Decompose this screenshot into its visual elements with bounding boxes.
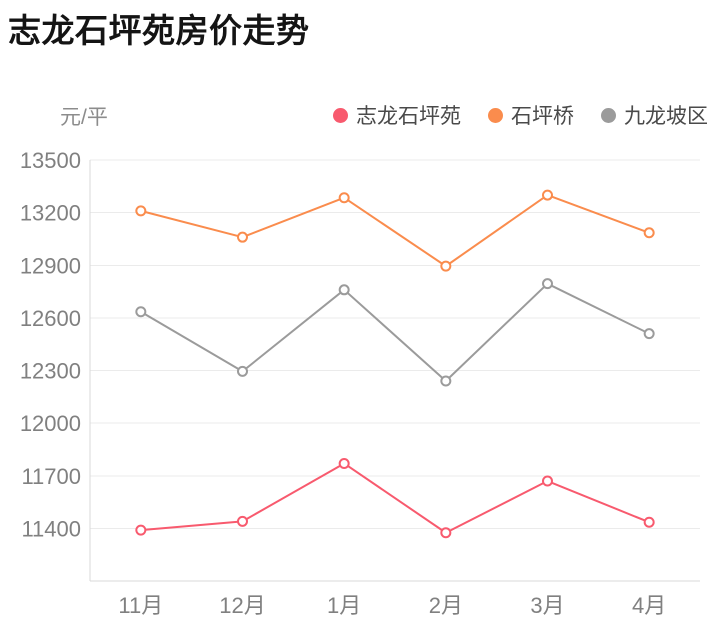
data-point-marker [135, 524, 147, 536]
data-point-marker [643, 516, 655, 528]
y-tick-label: 12300 [20, 359, 81, 384]
x-tick-label: 11月 [118, 593, 163, 618]
legend-label: 石坪桥 [511, 105, 574, 128]
legend-label: 九龙坡区 [624, 105, 708, 128]
y-tick-label: 13500 [20, 148, 81, 173]
x-tick-label: 1月 [327, 593, 361, 618]
series-line-2 [139, 282, 651, 383]
x-tick-label: 2月 [429, 593, 463, 618]
chart-title: 志龙石坪苑房价走势 [8, 12, 310, 49]
data-point-marker [338, 284, 350, 296]
y-tick-label: 13200 [20, 201, 81, 226]
legend-dot-icon [333, 107, 348, 123]
series-line-1 [139, 194, 651, 268]
data-point-marker [440, 260, 452, 272]
data-point-marker [237, 231, 248, 243]
data-point-marker [338, 192, 350, 204]
legend-dot-icon [488, 107, 503, 123]
data-point-marker [542, 189, 553, 201]
legend-item-2[interactable]: 九龙坡区 [601, 100, 708, 130]
data-point-marker [135, 306, 147, 318]
series-line-0 [139, 462, 651, 534]
y-tick-label: 11400 [21, 516, 81, 541]
data-point-marker [237, 515, 248, 527]
legend-item-1[interactable]: 石坪桥 [488, 100, 574, 130]
legend-item-0[interactable]: 志龙石坪苑 [333, 100, 461, 130]
y-axis-unit-label: 元/平 [60, 106, 108, 129]
data-point-marker [542, 278, 553, 290]
y-tick-label: 12900 [20, 253, 81, 278]
legend-dot-icon [601, 107, 616, 123]
data-point-marker [135, 205, 147, 217]
data-point-marker [542, 475, 553, 487]
y-tick-label: 12600 [20, 306, 81, 331]
x-tick-label: 3月 [530, 593, 564, 618]
x-tick-label: 4月 [632, 593, 666, 618]
legend-label: 志龙石坪苑 [356, 105, 461, 128]
data-point-marker [643, 328, 655, 340]
data-point-marker [338, 457, 350, 469]
data-point-marker [643, 227, 655, 239]
data-point-marker [440, 527, 452, 539]
legend: 志龙石坪苑 石坪桥 九龙坡区 [333, 100, 708, 130]
y-tick-label: 12000 [20, 411, 81, 436]
data-point-marker [237, 365, 248, 377]
x-tick-label: 12月 [219, 593, 265, 618]
data-point-marker [440, 375, 452, 387]
y-tick-label: 11700 [21, 464, 81, 489]
